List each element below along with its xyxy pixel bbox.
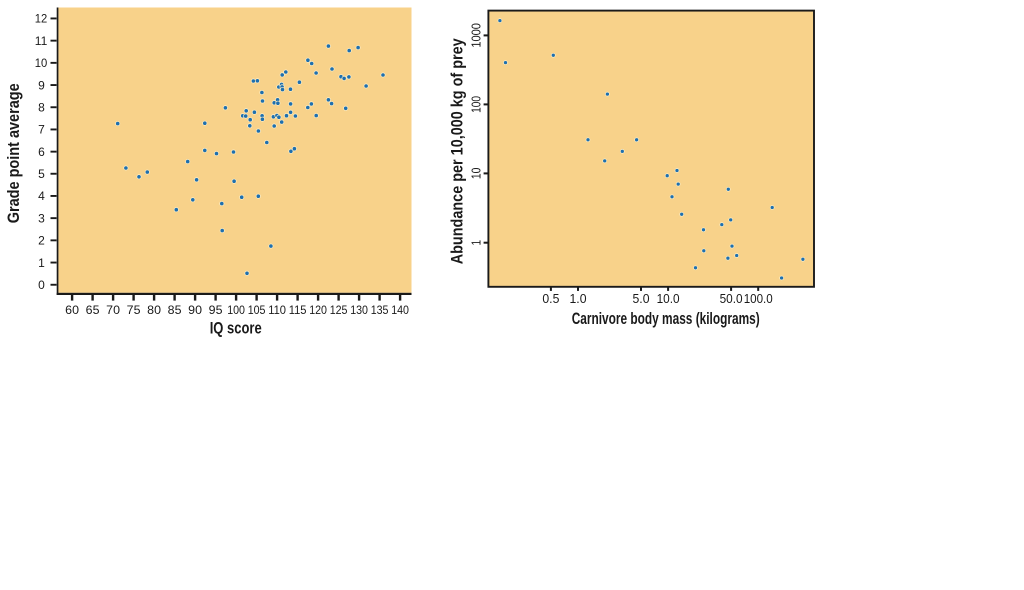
- svg-text:Grade point average: Grade point average: [5, 83, 23, 223]
- svg-text:Carnivore body mass (kilograms: Carnivore body mass (kilograms): [572, 310, 760, 328]
- svg-text:4: 4: [38, 189, 45, 203]
- svg-text:IQ score: IQ score: [210, 320, 262, 338]
- svg-text:0.5: 0.5: [542, 292, 559, 306]
- svg-text:1: 1: [38, 256, 45, 270]
- svg-text:115: 115: [289, 303, 307, 317]
- svg-text:100: 100: [227, 303, 245, 317]
- svg-text:5: 5: [38, 167, 45, 181]
- svg-text:125: 125: [330, 303, 348, 317]
- svg-text:12: 12: [35, 12, 48, 26]
- svg-text:75: 75: [127, 303, 141, 317]
- svg-text:50.0: 50.0: [720, 292, 743, 306]
- svg-text:95: 95: [209, 303, 223, 317]
- svg-text:11: 11: [35, 34, 48, 48]
- svg-text:10: 10: [470, 168, 484, 180]
- svg-text:1.0: 1.0: [570, 292, 587, 306]
- svg-text:10.0: 10.0: [657, 292, 680, 306]
- svg-text:8: 8: [38, 101, 45, 115]
- svg-text:100: 100: [470, 96, 484, 113]
- svg-text:10: 10: [35, 56, 48, 70]
- svg-text:100.0: 100.0: [744, 292, 773, 306]
- svg-text:110: 110: [268, 303, 286, 317]
- svg-text:6: 6: [38, 145, 45, 159]
- svg-text:60: 60: [65, 303, 79, 317]
- svg-text:9: 9: [38, 78, 45, 92]
- svg-text:65: 65: [86, 303, 100, 317]
- svg-text:130: 130: [350, 303, 368, 317]
- svg-text:105: 105: [248, 303, 266, 317]
- svg-text:1000: 1000: [470, 23, 484, 48]
- svg-text:Abundance per 10,000 kg of pre: Abundance per 10,000 kg of prey: [449, 38, 467, 265]
- svg-text:85: 85: [168, 303, 182, 317]
- svg-text:70: 70: [106, 303, 120, 317]
- svg-text:1: 1: [470, 240, 484, 246]
- svg-text:120: 120: [309, 303, 327, 317]
- svg-text:90: 90: [188, 303, 202, 317]
- svg-text:80: 80: [147, 303, 161, 317]
- svg-text:2: 2: [38, 234, 45, 248]
- svg-text:5.0: 5.0: [633, 292, 650, 306]
- svg-text:140: 140: [391, 303, 409, 317]
- svg-text:3: 3: [38, 211, 45, 225]
- svg-text:135: 135: [371, 303, 389, 317]
- svg-text:0: 0: [38, 278, 45, 292]
- svg-text:7: 7: [38, 123, 45, 137]
